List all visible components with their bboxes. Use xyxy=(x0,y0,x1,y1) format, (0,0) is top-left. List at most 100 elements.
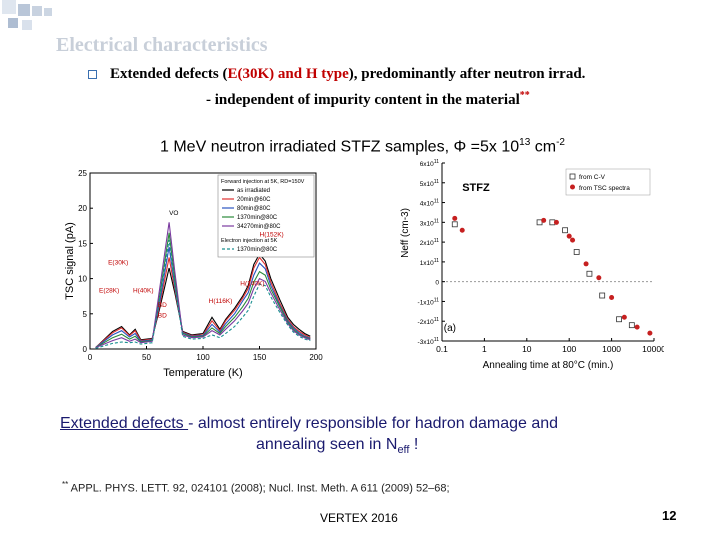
x-tick-label: 50 xyxy=(142,353,151,362)
legend-entry: 34270min@80C xyxy=(237,224,281,230)
peak-annotation: H(116K) xyxy=(209,298,233,305)
data-point-cv xyxy=(599,292,606,299)
y-tick-label: -3x1011 xyxy=(418,337,440,346)
x-tick-label: 100 xyxy=(196,353,210,362)
peak-annotation: E(28K) xyxy=(99,288,119,295)
data-point-cv xyxy=(586,270,593,277)
legend-entry: as irradiated xyxy=(237,188,270,194)
legend-entry: 80min@80C xyxy=(237,206,271,212)
heading-unit-exp: -2 xyxy=(556,137,565,148)
x-tick-label: 1000 xyxy=(602,344,621,354)
peak-annotation: H(40K) xyxy=(133,288,154,295)
x-tick-label: 200 xyxy=(309,353,323,362)
data-point-cv xyxy=(616,316,622,323)
y-tick-label: 5x1011 xyxy=(420,179,440,188)
legend-footer: Electron injection at 5K xyxy=(221,238,278,244)
peak-annotation: E(30K) xyxy=(108,260,128,267)
legend-box xyxy=(217,174,315,258)
y-tick-label: -2x1011 xyxy=(418,317,440,326)
series-line xyxy=(95,246,311,349)
summary-rest: - almost entirely responsible for hadron… xyxy=(188,415,559,432)
x-tick-label: 0 xyxy=(88,353,93,362)
y-tick-label: 10 xyxy=(78,275,87,284)
reference: ** APPL. PHYS. LETT. 92, 024101 (2008); … xyxy=(62,480,450,495)
legend-entry: 1370min@80C xyxy=(237,215,278,221)
peak-annotation: H(152K) xyxy=(260,231,284,238)
data-point-tsc xyxy=(634,324,640,330)
data-point-tsc xyxy=(459,227,465,233)
bullet-post: ), predominantly after neutron irrad. xyxy=(348,66,586,82)
sample-label: STFZ xyxy=(462,182,490,194)
data-point-tsc xyxy=(596,275,602,281)
data-point-cv xyxy=(628,322,635,329)
series-line xyxy=(95,239,311,349)
subline-marker: ** xyxy=(519,90,530,101)
subline: - independent of impurity content in the… xyxy=(206,90,530,109)
summary-line2-sub: eff xyxy=(397,444,410,457)
data-point-tsc xyxy=(647,330,653,336)
bullet-text: Extended defects (E(30K) and H type), pr… xyxy=(110,66,585,83)
summary-underlined: Extended defects xyxy=(60,415,189,432)
x-tick-label: 100 xyxy=(562,344,576,354)
data-point-tsc xyxy=(570,237,576,243)
bullet-checkbox-icon xyxy=(88,70,97,79)
y-tick-label: 25 xyxy=(78,169,87,178)
x-tick-label: 1 xyxy=(482,344,487,354)
data-point-tsc xyxy=(541,217,547,223)
bullet-highlight: E(30K) and H type xyxy=(227,66,349,82)
x-axis-label: Temperature (K) xyxy=(163,367,242,379)
peak-annotation: VO xyxy=(169,210,178,217)
series-line xyxy=(95,222,311,349)
y-axis-label: Neff (cm-3) xyxy=(400,208,411,258)
legend-header: Forward injection at 5K, RD=150V xyxy=(221,179,305,185)
summary-text: Extended defects - almost entirely respo… xyxy=(60,413,660,461)
heading-mid: =5x 10 xyxy=(466,138,520,156)
reference-text: APPL. PHYS. LETT. 92, 024101 (2008); Nuc… xyxy=(68,482,450,495)
x-tick-label: 10000 xyxy=(642,344,664,354)
legend-entry: from C-V xyxy=(579,174,606,181)
heading-phi: Φ xyxy=(453,138,467,156)
reference-marker: ** xyxy=(62,480,69,489)
y-tick-label: 2x1011 xyxy=(420,238,440,247)
data-point-tsc xyxy=(609,294,615,300)
summary-line2-end: ! xyxy=(409,436,419,453)
summary-line2-text: annealing seen in N xyxy=(256,436,398,453)
heading-pre: 1 MeV neutron irradiated STFZ samples, xyxy=(160,138,454,156)
data-point-tsc xyxy=(566,233,572,239)
legend-marker-circle xyxy=(570,184,575,190)
y-tick-label: 0 xyxy=(435,280,439,287)
x-axis-label: Annealing time at 80°C (min.) xyxy=(483,360,614,371)
heading-unit: cm xyxy=(530,138,557,156)
series-line xyxy=(95,232,311,349)
summary-line2: annealing seen in Neff ! xyxy=(60,434,660,461)
footer-conference: VERTEX 2016 xyxy=(320,511,398,525)
tsc-spectra-chart: 0 50 100 150 200 0 5 10 15 20 25 Temperature (K) TSC… xyxy=(64,169,323,379)
legend-entry: 1370min@80C xyxy=(237,247,278,253)
x-tick-label: 10 xyxy=(522,344,532,354)
legend-marker-square xyxy=(569,173,576,180)
y-tick-label: 20 xyxy=(78,204,87,213)
peak-annotation: H(140K) xyxy=(240,281,264,288)
legend-box xyxy=(565,168,651,196)
neff-annealing-chart: 0.1 1 10 100 1000 10000 6x1011 5x1011 4x1011 3x10… xyxy=(400,159,664,371)
y-tick-label: 4x1011 xyxy=(420,199,440,208)
data-point-cv xyxy=(573,249,580,255)
corner-decoration xyxy=(0,0,60,40)
panel-label: (a) xyxy=(444,323,456,334)
subline-text: - independent of impurity content in the… xyxy=(206,92,520,108)
data-point-cv xyxy=(562,227,568,234)
y-tick-label: 5 xyxy=(83,310,88,319)
peak-annotation: BD xyxy=(158,312,167,319)
slide-title: Electrical characteristics xyxy=(56,34,268,56)
x-tick-label: 0.1 xyxy=(436,344,448,354)
y-tick-label: 6x1011 xyxy=(420,159,440,168)
y-axis-label: TSC signal (pA) xyxy=(64,222,76,300)
page-number: 12 xyxy=(662,508,677,523)
data-point-tsc xyxy=(583,261,589,267)
x-tick-label: 150 xyxy=(253,353,267,362)
y-tick-label: 15 xyxy=(78,239,87,248)
y-tick-label: 1x1011 xyxy=(420,258,440,267)
data-point-tsc xyxy=(553,219,559,225)
y-tick-label: -1x1011 xyxy=(418,297,440,306)
data-point-cv xyxy=(451,221,458,228)
